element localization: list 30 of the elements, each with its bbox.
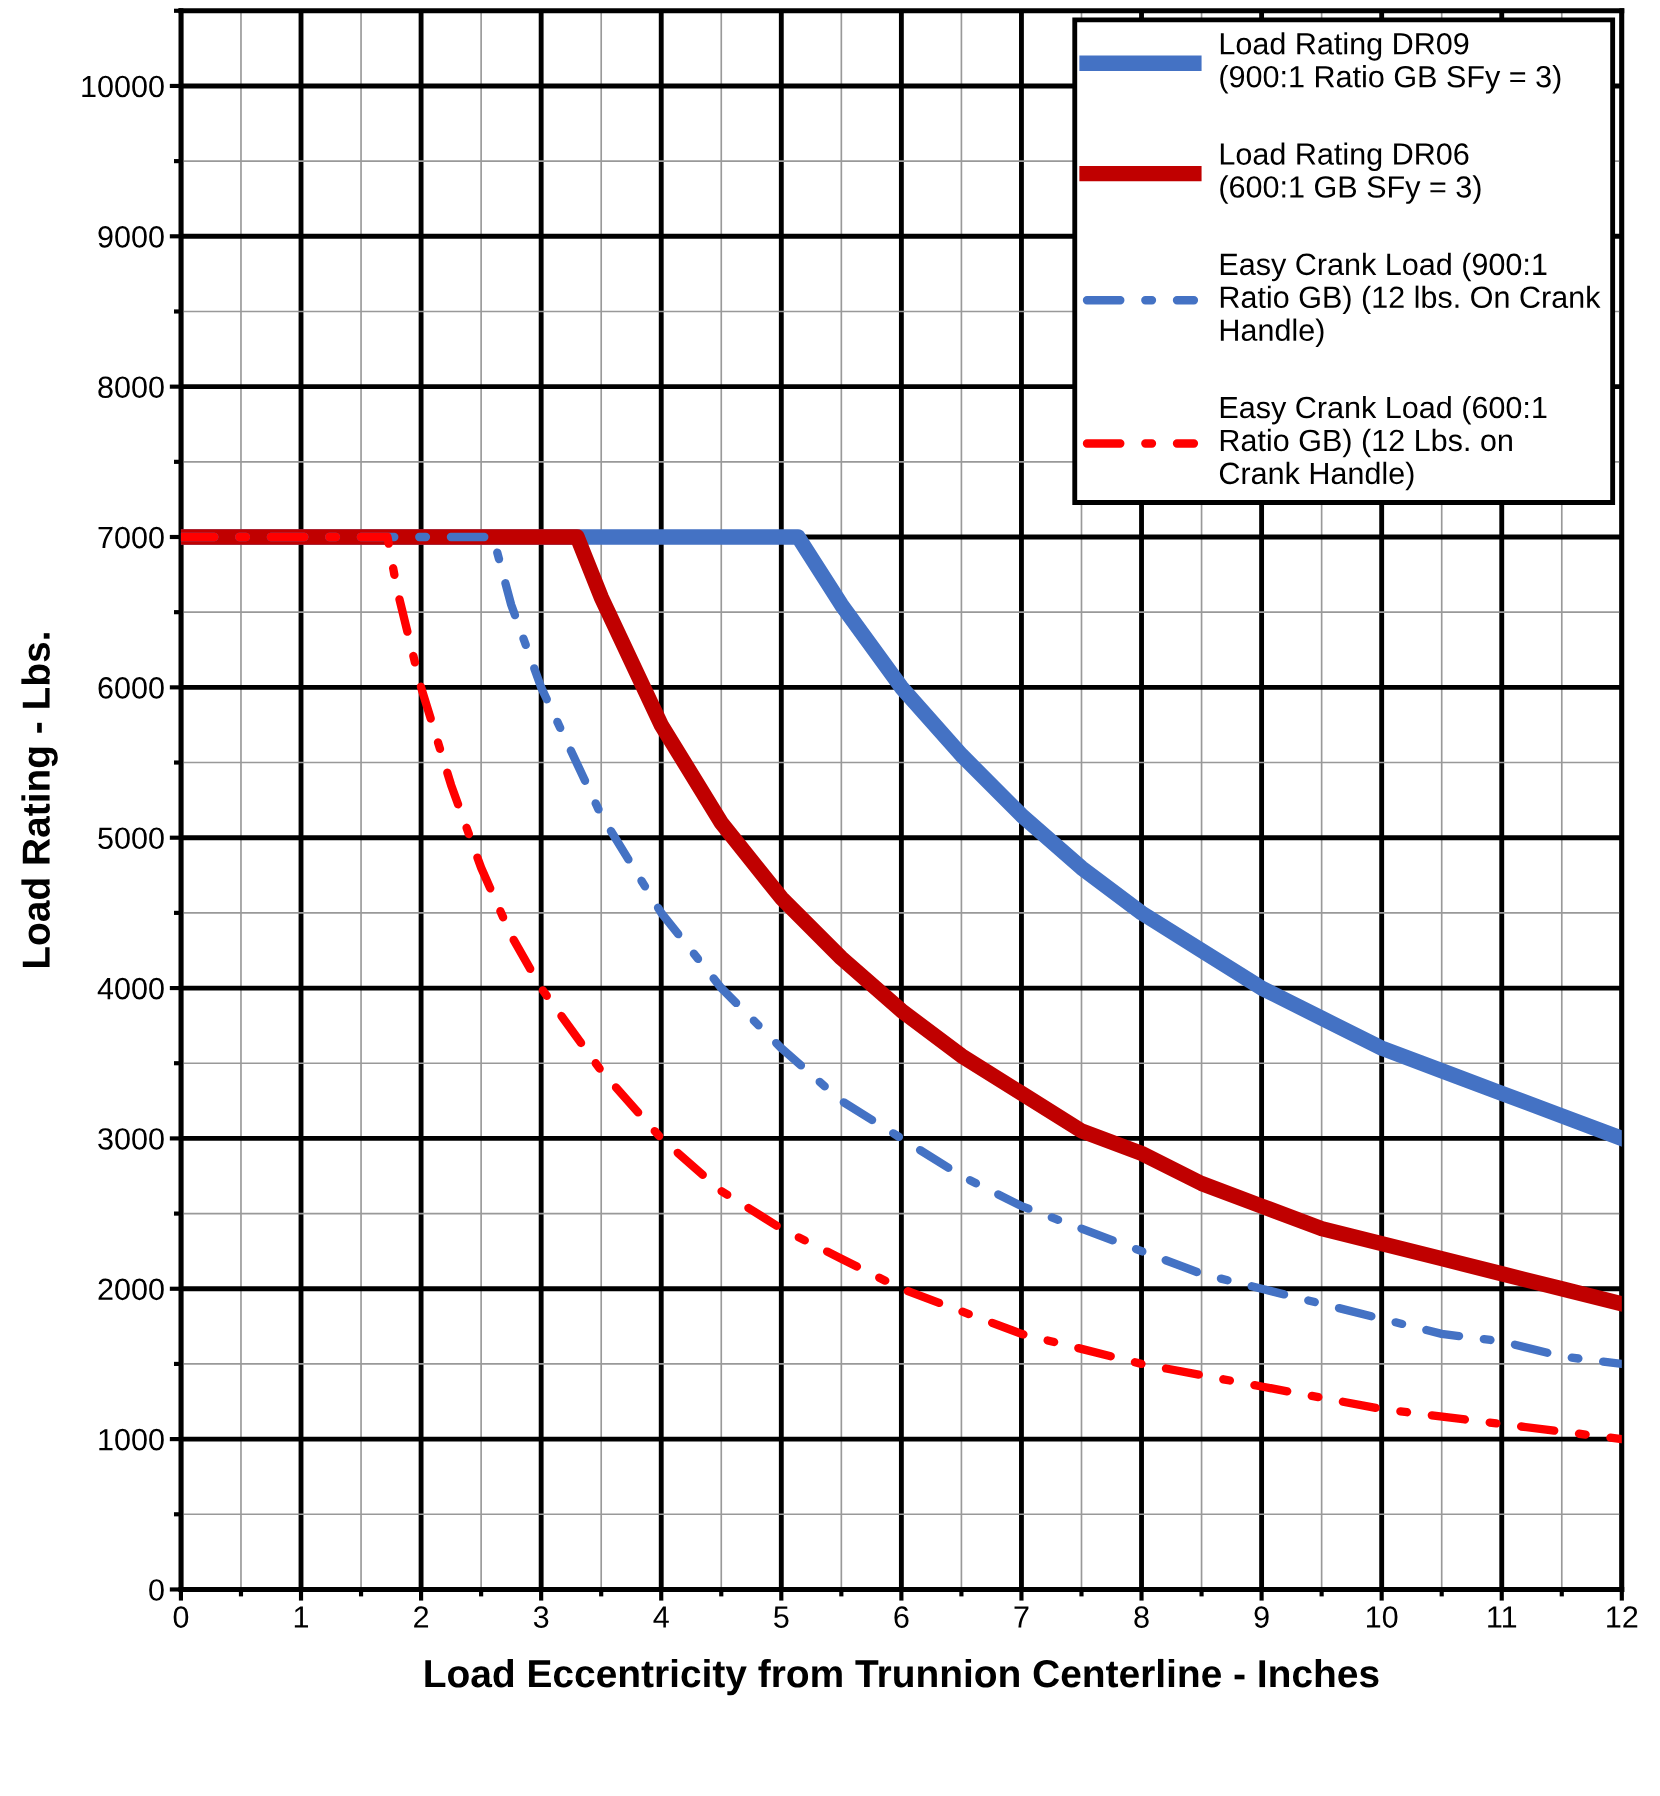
y-tick-label: 5000	[98, 827, 164, 850]
x-tick-label: 12	[1607, 1606, 1638, 1628]
legend-label: Load Rating DR06 (600:1 GB SFy = 3)	[1220, 142, 1481, 204]
x-tick-label: 10	[1367, 1606, 1398, 1628]
legend-label: Load Rating DR09 (900:1 Ratio GB SFy = 3)	[1220, 32, 1561, 94]
x-tick-label: 7	[1014, 1606, 1029, 1628]
y-tick-label: 9000	[98, 226, 164, 248]
y-tick-label: 0	[149, 1579, 164, 1601]
x-tick-label: 3	[533, 1606, 549, 1628]
x-axis-title: Load Eccentricity from Trunnion Centerline - Inches	[425, 1658, 1379, 1696]
x-tick-label: 6	[894, 1606, 909, 1628]
x-tick-label: 1	[294, 1606, 309, 1628]
x-tick-label: 5	[774, 1606, 789, 1628]
x-tick-label: 8	[1134, 1606, 1149, 1628]
x-tick-label: 4	[653, 1606, 669, 1628]
legend-label: Easy Crank Load (900:1 Ratio GB) (12 lbs. On Crank Handle)	[1220, 252, 1601, 348]
y-axis-title: Load Rating - Lbs.	[21, 633, 58, 968]
x-tick-label: 9	[1254, 1606, 1269, 1628]
y-tick-label: 6000	[98, 677, 164, 699]
y-tick-label: 10000	[82, 75, 164, 98]
y-tick-label: 4000	[97, 977, 164, 1000]
x-tick-label: 11	[1488, 1606, 1517, 1628]
y-tick-label: 1000	[99, 1428, 164, 1451]
y-tick-label: 2000	[98, 1278, 164, 1301]
y-tick-label: 3000	[98, 1128, 164, 1150]
x-tick-label: 2	[414, 1606, 429, 1628]
y-tick-label: 7000	[98, 526, 164, 549]
y-tick-label: 8000	[98, 376, 164, 399]
legend-label: Easy Crank Load (600:1 Ratio GB) (12 Lbs. on Crank Handle)	[1219, 395, 1547, 491]
x-tick-label: 0	[173, 1606, 189, 1628]
